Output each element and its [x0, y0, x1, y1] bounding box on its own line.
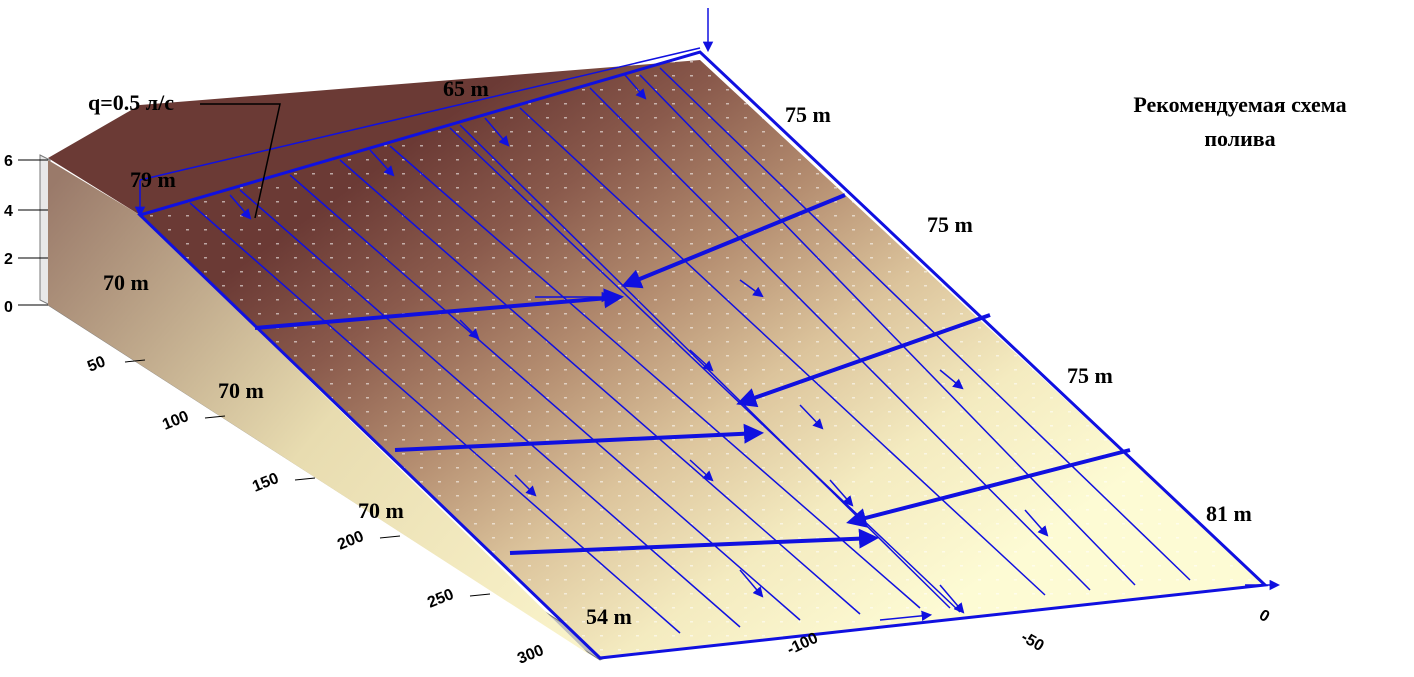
flow-label-leader	[200, 103, 281, 219]
label-top: 65 m	[443, 76, 489, 101]
label-right-3: 75 m	[1067, 363, 1113, 388]
label-right-1: 75 m	[785, 102, 831, 127]
label-left-2: 70 m	[218, 378, 264, 403]
top-boundary-line	[139, 47, 701, 181]
label-right-2: 75 m	[927, 212, 973, 237]
z-tick-0: 0	[4, 299, 13, 316]
label-left-top: 79 m	[130, 167, 176, 192]
label-bottom: 54 m	[586, 604, 632, 629]
flow-rate-label: q=0.5 л/с	[88, 90, 174, 115]
label-right-4: 81 m	[1206, 501, 1252, 526]
x-tick-0: 0	[1256, 607, 1272, 626]
figure-title: Рекомендуемая схема полива	[1133, 92, 1346, 151]
furrow-lines	[189, 67, 1191, 634]
y-tick-250: 250	[425, 586, 456, 612]
z-axis: 0 2 4 6	[4, 153, 48, 316]
y-tick-200: 200	[335, 528, 366, 554]
title-line-2: полива	[1204, 126, 1275, 151]
y-tick-150: 150	[250, 470, 281, 496]
terrain-surface	[48, 52, 1265, 658]
label-left-3: 70 m	[358, 498, 404, 523]
supply-pipes	[254, 193, 1131, 555]
y-tick-300: 300	[515, 642, 546, 668]
title-line-1: Рекомендуемая схема	[1133, 92, 1346, 117]
y-tick-50: 50	[85, 353, 108, 375]
y-tick-100: 100	[160, 408, 191, 434]
x-tick-minus50: -50	[1018, 629, 1047, 655]
z-tick-4: 4	[4, 203, 13, 220]
label-left-1: 70 m	[103, 270, 149, 295]
section-labels: 79 m 65 m 75 m 75 m 75 m 81 m 70 m 70 m …	[103, 76, 1252, 629]
z-tick-6: 6	[4, 153, 13, 170]
z-tick-2: 2	[4, 251, 13, 268]
flow-arrows	[134, 8, 1281, 622]
